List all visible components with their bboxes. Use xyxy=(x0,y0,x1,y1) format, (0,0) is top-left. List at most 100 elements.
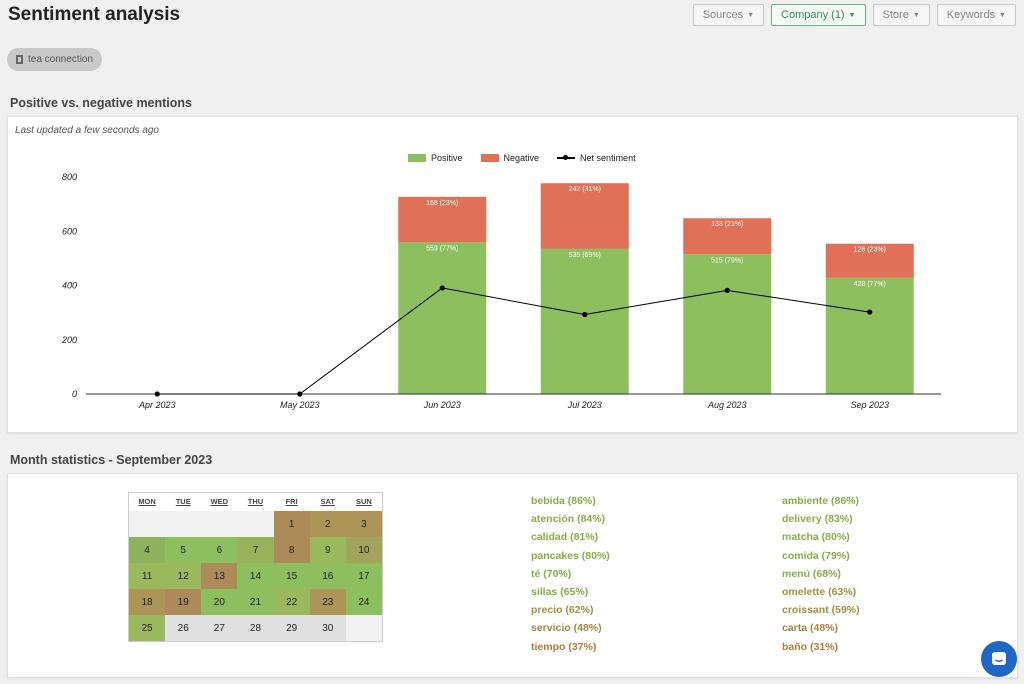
calendar-day[interactable]: 18 xyxy=(129,589,166,615)
calendar-day[interactable]: 13 xyxy=(201,563,238,589)
legend-swatch xyxy=(557,155,576,160)
calendar-day[interactable]: 19 xyxy=(165,589,202,615)
bar-negative xyxy=(540,183,629,249)
calendar-grid: 1 2 3 4 5 6 7 8 9 10 11 12 13 14 15 16 17 18 19 20 21 22 23 24 2… xyxy=(129,511,382,641)
store-filter-button[interactable]: Store ▼ xyxy=(872,4,930,26)
calendar-day[interactable]: 20 xyxy=(201,589,238,615)
legend-item-net-sentiment[interactable]: Net sentiment xyxy=(557,153,636,163)
calendar-day[interactable]: 6 xyxy=(201,537,238,563)
calendar-day[interactable]: 24 xyxy=(345,589,382,615)
keyword-item[interactable]: atención (84%) xyxy=(531,513,606,526)
bar-positive xyxy=(825,277,914,394)
calendar-day[interactable]: 27 xyxy=(201,615,238,641)
calendar-day[interactable]: 3 xyxy=(345,511,382,537)
calendar-empty-cell xyxy=(345,615,382,641)
net-sentiment-point xyxy=(154,391,160,397)
calendar-day[interactable]: 21 xyxy=(237,589,274,615)
weekday-label: TUE xyxy=(175,497,191,506)
keyword-item[interactable]: delivery (83%) xyxy=(782,513,853,526)
keyword-item[interactable]: croissant (59%) xyxy=(782,604,860,617)
chart-legend: Positive Negative Net sentiment xyxy=(408,153,636,163)
calendar-day[interactable]: 28 xyxy=(237,615,274,641)
weekday-label: SUN xyxy=(355,497,372,506)
calendar-day[interactable]: 9 xyxy=(309,537,346,563)
weekday-label: WED xyxy=(210,497,229,506)
keyword-item[interactable]: tiempo (37%) xyxy=(531,640,597,653)
calendar-day[interactable]: 10 xyxy=(345,537,382,563)
bar-positive xyxy=(398,242,487,394)
keyword-item[interactable]: comida (79%) xyxy=(782,549,850,562)
calendar-day[interactable]: 4 xyxy=(129,537,166,563)
calendar-day[interactable]: 30 xyxy=(309,615,346,641)
keyword-item[interactable]: carta (48%) xyxy=(782,622,839,635)
keyword-item[interactable]: baño (31%) xyxy=(782,640,839,653)
calendar-day[interactable]: 22 xyxy=(273,589,310,615)
legend-label: Net sentiment xyxy=(580,153,636,163)
keywords-filter-button[interactable]: Keywords ▼ xyxy=(936,4,1016,26)
y-tick-label: 400 xyxy=(62,281,77,291)
net-sentiment-line xyxy=(157,287,870,395)
bar-label-positive: 515 (79%) xyxy=(711,257,743,264)
keyword-item[interactable]: calidad (81%) xyxy=(531,531,599,544)
caret-down-icon: ▼ xyxy=(747,11,755,19)
keyword-item[interactable]: té (70%) xyxy=(531,567,572,580)
company-chip[interactable]: tea connection xyxy=(7,48,103,71)
filter-label: Sources xyxy=(702,9,744,21)
calendar-day[interactable]: 16 xyxy=(309,563,346,589)
calendar-day[interactable]: 2 xyxy=(309,511,346,537)
calendar-day[interactable]: 1 xyxy=(273,511,310,537)
calendar-day[interactable]: 12 xyxy=(165,563,202,589)
y-tick-label: 0 xyxy=(72,389,77,399)
calendar-day[interactable]: 5 xyxy=(165,537,202,563)
keyword-item[interactable]: omelette (63%) xyxy=(782,586,857,599)
keyword-item[interactable]: sillas (65%) xyxy=(531,586,589,599)
calendar-empty-cell xyxy=(237,511,274,537)
calendar-day[interactable]: 29 xyxy=(273,615,310,641)
bar-positive xyxy=(540,248,629,394)
weekday-label: THU xyxy=(247,497,264,506)
calendar-empty-cell xyxy=(201,511,238,537)
chart-section-title: Positive vs. negative mentions xyxy=(10,96,193,110)
legend-label: Negative xyxy=(503,153,540,163)
keyword-item[interactable]: pancakes (80%) xyxy=(531,549,610,562)
bar-negative xyxy=(825,243,914,278)
caret-down-icon: ▼ xyxy=(999,11,1006,19)
calendar-day[interactable]: 15 xyxy=(273,563,310,589)
calendar: MON TUE WED THU FRI SAT SUN 1 2 3 4 5 6 7 8 9 10 11 12 13 1… xyxy=(128,492,383,642)
y-tick-label: 200 xyxy=(61,335,77,345)
bar-label-positive: 535 (69%) xyxy=(569,252,601,259)
weekday-label: MON xyxy=(138,497,156,506)
company-filter-button[interactable]: Company (1) ▼ xyxy=(771,4,866,26)
filter-bar: Sources ▼ Company (1) ▼ Store ▼ Keywords ▼ xyxy=(692,4,1016,26)
bar-label-negative: 168 (23%) xyxy=(426,200,458,207)
calendar-day[interactable]: 25 xyxy=(129,615,166,641)
chat-button[interactable] xyxy=(981,641,1017,677)
calendar-day[interactable]: 26 xyxy=(165,615,202,641)
keyword-column-left: bebida (86%) atención (84%) calidad (81%) p… xyxy=(531,492,610,656)
keyword-item[interactable]: servicio (48%) xyxy=(531,622,602,635)
bar-positive xyxy=(683,254,772,394)
caret-down-icon: ▼ xyxy=(848,11,856,19)
calendar-day[interactable]: 14 xyxy=(237,563,274,589)
keyword-item[interactable]: menú (68%) xyxy=(782,567,841,580)
chart-card: Last updated a few seconds ago Positive … xyxy=(7,116,1018,433)
bar-negative xyxy=(398,196,487,243)
keyword-item[interactable]: matcha (80%) xyxy=(782,531,850,544)
calendar-day[interactable]: 17 xyxy=(345,563,382,589)
keyword-item[interactable]: precio (62%) xyxy=(531,604,594,617)
bar-label-negative: 242 (31%) xyxy=(569,186,601,193)
calendar-day[interactable]: 7 xyxy=(237,537,274,563)
legend-swatch xyxy=(480,154,499,162)
legend-item-negative[interactable]: Negative xyxy=(480,153,540,163)
keyword-item[interactable]: bebida (86%) xyxy=(531,495,596,507)
calendar-day[interactable]: 11 xyxy=(129,563,166,589)
calendar-day[interactable]: 8 xyxy=(273,537,310,563)
sources-filter-button[interactable]: Sources ▼ xyxy=(692,4,765,26)
legend-item-positive[interactable]: Positive xyxy=(408,153,463,163)
building-icon xyxy=(16,55,23,64)
net-sentiment-point xyxy=(582,311,588,318)
calendar-day[interactable]: 23 xyxy=(309,589,346,615)
keyword-item[interactable]: ambiente (86%) xyxy=(782,495,860,507)
x-tick-label: Sep 2023 xyxy=(850,400,889,410)
filter-label: Store xyxy=(882,9,909,21)
